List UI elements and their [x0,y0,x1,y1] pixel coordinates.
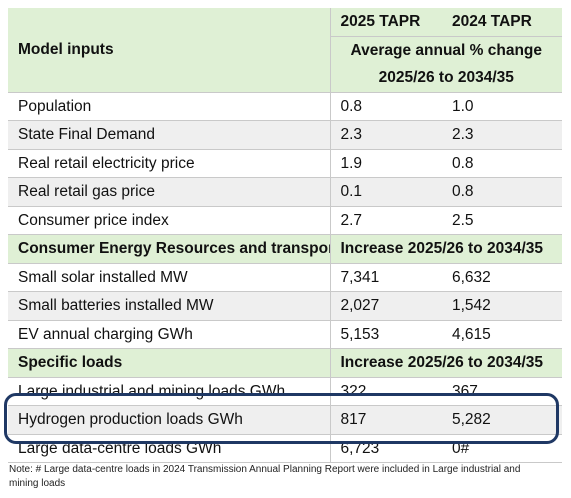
model-inputs-table: 2025 TAPR 2024 TAPR Model inputs Average… [8,8,562,463]
table-row: Large industrial and mining loads GWh 32… [8,377,562,406]
table-row: EV annual charging GWh 5,153 4,615 [8,320,562,349]
value-2025: 0.8 [329,92,442,121]
row-label: State Final Demand [8,120,330,150]
value-2025: 1.9 [329,149,442,178]
row-label: Large industrial and mining loads GWh [8,377,330,406]
row-label: Hydrogen production loads GWh [8,405,330,435]
year-header-row: 2025 TAPR 2024 TAPR [8,8,562,37]
model-inputs-heading: Model inputs [8,36,330,64]
table-row: Real retail electricity price 1.9 0.8 [8,149,562,178]
row-label: EV annual charging GWh [8,320,330,349]
row-label: Large data-centre loads GWh [8,434,330,463]
row-label: Small batteries installed MW [8,291,330,321]
section-header-specific-loads: Specific loads Increase 2025/26 to 2034/… [8,348,562,378]
section-label: Consumer Energy Resources and transport [8,234,330,264]
value-2025: 817 [329,405,442,435]
value-2025: 322 [329,377,442,406]
subheader-row-2: 2025/26 to 2034/35 [8,64,562,93]
value-2025: 2,027 [329,291,442,321]
value-2024: 5,282 [442,405,562,435]
col-2024-header: 2024 TAPR [442,8,562,37]
value-2024: 6,632 [442,263,562,292]
table-row: Consumer price index 2.7 2.5 [8,206,562,235]
col-2025-header: 2025 TAPR [329,8,442,37]
value-2024: 1.0 [442,92,562,121]
value-2025: 2.3 [329,120,442,150]
value-2025: 7,341 [329,263,442,292]
subheader-line-2: 2025/26 to 2034/35 [329,64,562,93]
value-2025: 6,723 [329,434,442,463]
subheader-line-1: Average annual % change [329,36,562,64]
value-2024: 1,542 [442,291,562,321]
value-2024: 4,615 [442,320,562,349]
section-label: Specific loads [8,348,330,378]
value-2024: 0.8 [442,149,562,178]
table-row: Real retail gas price 0.1 0.8 [8,177,562,207]
header-blank-cell [8,8,330,36]
value-2024: 0.8 [442,177,562,207]
table-row: Small batteries installed MW 2,027 1,542 [8,291,562,321]
value-2024: 0# [442,434,562,463]
section-header-cer: Consumer Energy Resources and transport … [8,234,562,264]
row-label: Consumer price index [8,206,330,235]
value-2025: 0.1 [329,177,442,207]
table-footnote: Note: # Large data-centre loads in 2024 … [9,464,521,489]
value-2024: 2.3 [442,120,562,150]
table-row: Population 0.8 1.0 [8,92,562,121]
table-row: Large data-centre loads GWh 6,723 0# [8,434,562,463]
value-2025: 5,153 [329,320,442,349]
header-blank-cell [8,64,330,93]
value-2025: 2.7 [329,206,442,235]
section-subhead: Increase 2025/26 to 2034/35 [329,348,562,378]
row-label: Real retail gas price [8,177,330,207]
table-row: State Final Demand 2.3 2.3 [8,120,562,150]
row-label: Population [8,92,330,121]
table-row: Hydrogen production loads GWh 817 5,282 [8,405,562,435]
section-subhead: Increase 2025/26 to 2034/35 [329,234,562,264]
value-2024: 367 [442,377,562,406]
value-2024: 2.5 [442,206,562,235]
row-label: Real retail electricity price [8,149,330,178]
table-row: Small solar installed MW 7,341 6,632 [8,263,562,292]
row-label: Small solar installed MW [8,263,330,292]
subheader-row-1: Model inputs Average annual % change [8,36,562,64]
